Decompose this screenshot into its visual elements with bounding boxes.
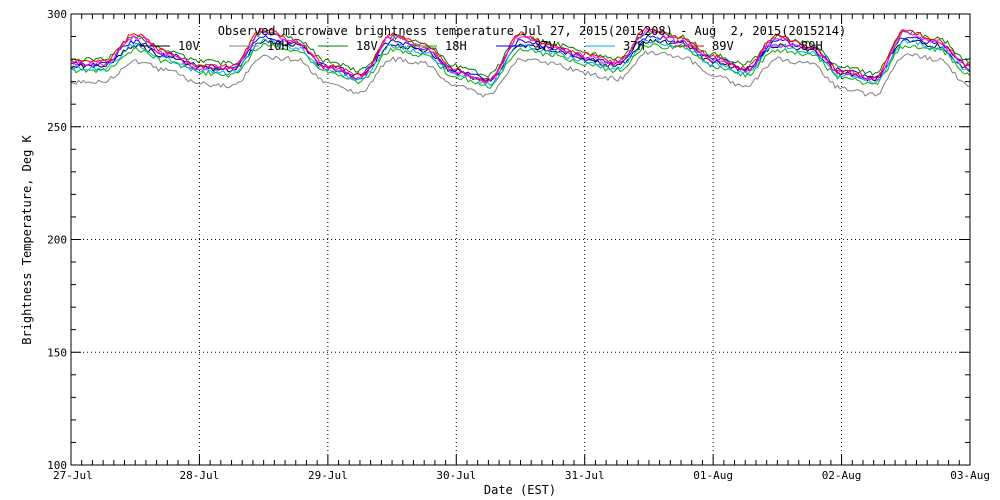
series-line-18h xyxy=(70,43,971,89)
x-axis-label: Date (EST) xyxy=(484,483,556,497)
chart-title: Observed microwave brightness temperatur… xyxy=(218,24,847,38)
y-axis-label: Brightness Temperature, Deg K xyxy=(20,134,34,344)
tick-labels: 100 150 200 250 300 27-Jul 28-Jul 29-Jul 30-Jul 3… xyxy=(47,8,990,482)
x-tick-label: 29-Jul xyxy=(308,469,348,482)
series-line-89h xyxy=(70,28,971,84)
legend-label-37h: 37H xyxy=(623,39,645,53)
legend: 10V 10H 18V 18H 37V 37H 89V 89H xyxy=(140,39,823,53)
x-tick-label: 01-Aug xyxy=(693,469,733,482)
legend-label-89h: 89H xyxy=(801,39,823,53)
legend-label-10h: 10H xyxy=(267,39,289,53)
y-tick-label: 150 xyxy=(47,346,67,359)
x-tick-label: 28-Jul xyxy=(180,469,220,482)
series-line-89v xyxy=(70,26,971,82)
legend-label-37v: 37V xyxy=(534,39,556,53)
x-tick-label: 30-Jul xyxy=(436,469,476,482)
x-tick-label: 02-Aug xyxy=(822,469,862,482)
series-line-18v xyxy=(70,30,971,78)
series-lines xyxy=(70,26,971,98)
legend-label-89v: 89V xyxy=(712,39,734,53)
series-line-37h xyxy=(70,38,971,87)
legend-label-18h: 18H xyxy=(445,39,467,53)
x-tick-label: 03-Aug xyxy=(950,469,990,482)
y-tick-label: 100 xyxy=(47,459,67,472)
y-tick-label: 300 xyxy=(47,8,67,21)
y-tick-label: 250 xyxy=(47,121,67,134)
y-tick-label: 200 xyxy=(47,234,67,247)
x-tick-label: 31-Jul xyxy=(565,469,605,482)
x-tick-label: 27-Jul xyxy=(53,469,93,482)
legend-label-10v: 10V xyxy=(178,39,200,53)
legend-label-18v: 18V xyxy=(356,39,378,53)
series-line-10h xyxy=(70,50,971,98)
axis-ticks xyxy=(70,13,971,466)
